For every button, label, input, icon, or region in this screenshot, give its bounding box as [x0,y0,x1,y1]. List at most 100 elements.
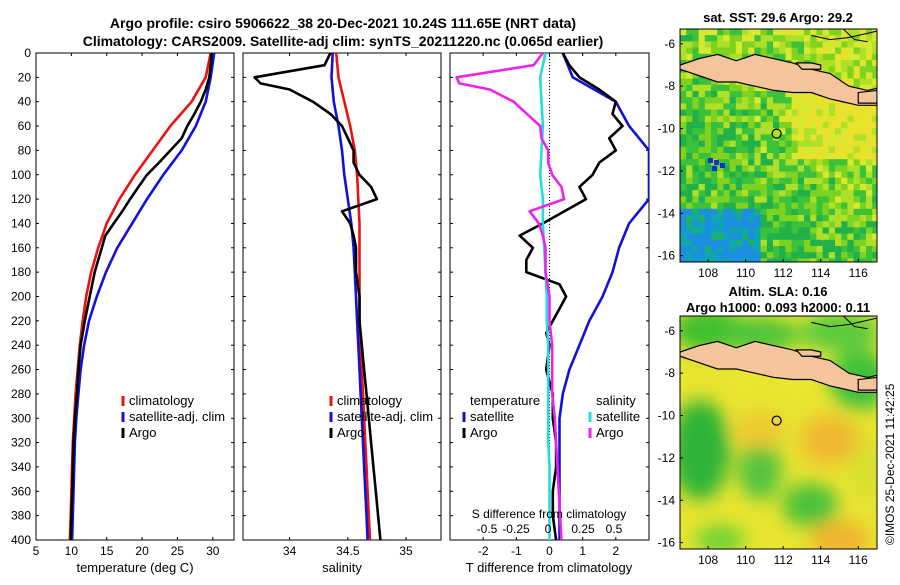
sst-cell [760,252,768,259]
sst-cell [797,233,805,241]
sst-cell [810,177,817,185]
x-tick-label: 30 [206,544,220,558]
sst-cell [717,202,724,210]
sst-cell [717,140,724,148]
sst-cell [822,53,830,61]
sst-cell [742,84,749,92]
sst-cell [760,153,768,160]
sst-cell [742,184,749,191]
sst-cell [853,196,861,203]
sst-cell [704,208,712,216]
map-x-tick-label: 114 [811,553,830,567]
sst-cell [853,202,861,210]
sst-cell [680,109,687,117]
sst-cell [779,122,786,129]
sst-cell [791,91,799,98]
sst-cell [847,122,854,129]
sst-cell [766,146,774,154]
sst-cell [766,208,774,216]
sst-cell [754,227,761,234]
sst-cell [797,177,805,185]
sst-cell [711,227,718,234]
sst-cell [816,53,823,61]
sst-cell [754,140,761,148]
sst-cell [804,122,811,129]
sst-cell [748,177,755,185]
sst-cell [735,202,743,210]
sst-cell [773,122,780,129]
sst-cell [853,258,861,262]
sst-cell [748,190,755,197]
sst-cell [835,128,842,135]
sst-cell [760,227,768,234]
sst-cell [872,84,877,92]
sst-cell [773,109,780,117]
sst-cell [773,165,780,172]
sst-cell [847,53,854,61]
sst-cell [723,146,730,154]
sst-cell [773,153,780,160]
sst-cell [711,184,718,191]
sst-cell [853,184,861,191]
sst-cell [686,196,693,203]
sst-cell [785,146,792,154]
sst-cell [841,246,848,253]
sst-cell [735,258,743,262]
sst-cell [828,29,836,36]
sst-cell [773,190,780,197]
sst-cell [735,221,743,228]
sst-cell [859,140,867,148]
depth-tick-label: 0 [24,46,31,60]
sst-cell [859,128,867,135]
sst-land [680,29,877,106]
sst-cell [791,134,799,141]
sst-cell [680,177,687,185]
sst-cell [810,146,817,154]
sst-cell [766,128,774,135]
series-line-temperature-satellite [558,53,649,540]
sst-cell [723,122,730,129]
sst-cell [723,153,730,160]
coastline [811,30,877,41]
sst-cell [859,233,867,241]
sst-cell [779,41,786,48]
sst-cell [866,239,873,247]
sst-cell [859,60,867,67]
depth-tick-label: 240 [11,338,31,352]
sst-cell [698,97,706,104]
sst-cell [735,165,743,172]
sst-cell [847,103,854,110]
sst-cell [835,103,842,110]
sst-cell [748,146,755,154]
sst-cell [704,78,712,86]
sst-cell [760,246,768,253]
sst-cell [754,115,761,123]
sst-cell [723,41,730,48]
x-tick-label: 2 [612,544,619,558]
sst-cell [797,171,805,179]
sst-cell [760,122,768,129]
sst-cell [816,246,823,253]
sst-cell [729,109,737,117]
coastline [842,29,868,43]
sst-cell [828,177,836,185]
sst-cell [680,159,687,166]
sst-cell [835,227,842,234]
sst-cell [791,215,799,222]
sst-cell [866,41,873,48]
sst-cell [779,29,786,36]
sst-cell [822,221,830,228]
sst-cell [810,215,817,222]
sst-cell [698,122,706,129]
sst-cell [822,252,830,259]
sst-cell [760,239,768,247]
sst-cell [791,103,799,110]
sst-cell [698,115,706,123]
sst-cell [723,196,730,203]
sst-cell [853,146,861,154]
sst-cell [729,153,737,160]
sst-cell [779,146,786,154]
sst-cell [773,29,780,36]
sst-cell [810,190,817,197]
